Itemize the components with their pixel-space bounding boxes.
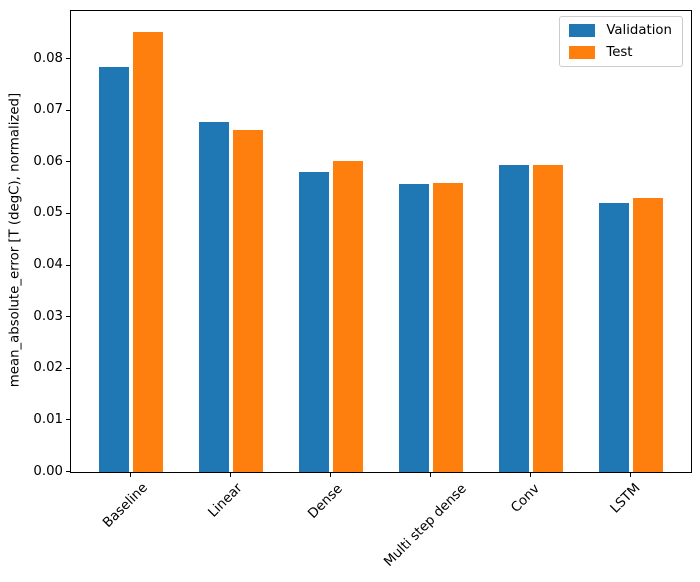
x-tick-mark xyxy=(330,473,332,477)
legend-swatch-test xyxy=(569,46,596,59)
legend-label-test: Test xyxy=(606,45,633,60)
x-tick-label-lstm: LSTM xyxy=(607,480,644,517)
y-tick-mark xyxy=(66,58,70,59)
y-tick-label: 0.03 xyxy=(33,308,63,324)
x-tick-mark xyxy=(130,473,132,477)
legend: Validation Test xyxy=(559,16,683,67)
legend-swatch-validation xyxy=(569,24,596,37)
bar-test-lstm xyxy=(632,197,663,472)
legend-item-validation: Validation xyxy=(569,23,672,38)
y-tick-label: 0.05 xyxy=(33,205,63,221)
y-tick-label: 0.04 xyxy=(33,257,63,272)
x-tick-label-linear: Linear xyxy=(205,480,246,521)
bar-test-dense xyxy=(333,160,363,472)
y-tick-mark xyxy=(66,212,70,214)
y-tick-label: 0.02 xyxy=(33,360,63,376)
plot-area xyxy=(70,10,692,473)
x-tick-mark xyxy=(529,473,531,477)
bar-test-baseline xyxy=(133,32,164,472)
y-tick-mark xyxy=(66,161,70,163)
x-tick-label-multi-step-dense: Multi step dense xyxy=(381,481,470,570)
y-tick-mark xyxy=(66,264,70,266)
y-tick-label: 0.07 xyxy=(33,102,63,118)
x-tick-label-conv: Conv xyxy=(508,481,543,516)
bar-test-conv xyxy=(532,164,563,472)
y-tick-mark xyxy=(66,471,70,472)
bar-validation-lstm xyxy=(598,202,629,472)
x-tick-label-baseline: Baseline xyxy=(100,480,152,532)
y-tick-mark xyxy=(66,316,70,318)
bar-test-multi-step-dense xyxy=(432,182,463,472)
x-tick-label-dense: Dense xyxy=(305,481,346,522)
legend-label-validation: Validation xyxy=(606,23,672,38)
y-tick-label: 0.01 xyxy=(33,411,63,427)
bar-validation-dense xyxy=(299,171,330,472)
x-tick-mark xyxy=(629,473,631,477)
bar-validation-conv xyxy=(498,165,529,472)
bar-validation-baseline xyxy=(99,66,130,472)
y-tick-label: 0.00 xyxy=(33,463,63,479)
x-tick-mark xyxy=(230,473,232,477)
bar-validation-multi-step-dense xyxy=(398,184,429,472)
y-tick-mark xyxy=(66,109,70,111)
bar-test-linear xyxy=(233,129,264,472)
legend-item-test: Test xyxy=(569,45,672,60)
y-axis-label: mean_absolute_error [T (degC), normalize… xyxy=(7,92,23,388)
x-tick-mark xyxy=(429,473,431,477)
y-tick-mark xyxy=(66,367,70,369)
y-tick-label: 0.08 xyxy=(33,50,63,66)
bar-validation-linear xyxy=(199,122,230,472)
y-tick-mark xyxy=(66,419,70,421)
y-tick-label: 0.06 xyxy=(33,153,63,169)
